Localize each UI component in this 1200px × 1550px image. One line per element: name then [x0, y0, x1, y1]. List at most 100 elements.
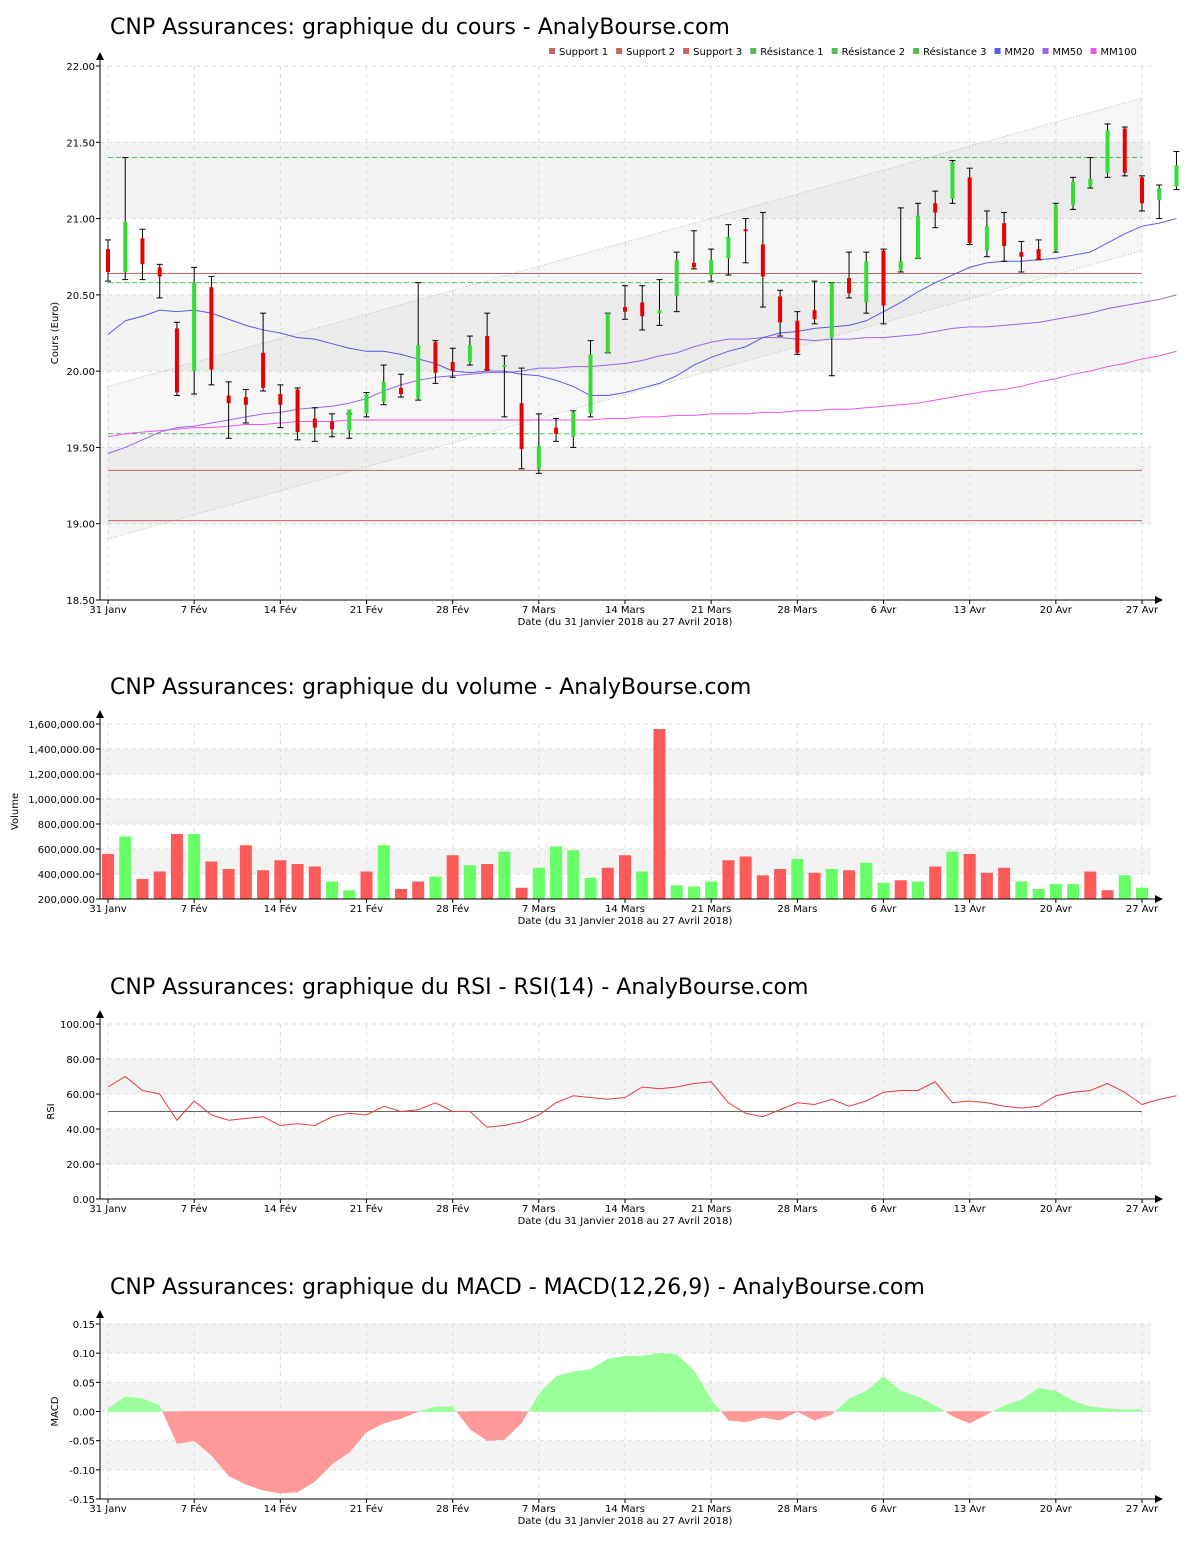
legend-swatch: [616, 48, 623, 54]
x-tick-label: 21 Fév: [350, 1203, 383, 1215]
x-axis-label: Date (du 31 Janvier 2018 au 27 Avril 201…: [518, 916, 733, 927]
volume-bar: [1101, 890, 1114, 899]
x-tick-label: 14 Fév: [264, 1503, 297, 1515]
macd-area-segment: [262, 1411, 281, 1494]
macd-area-segment: [504, 1411, 522, 1441]
candle-body: [709, 259, 714, 276]
volume-bar: [291, 864, 304, 899]
candle: [1121, 126, 1128, 177]
macd-area-segment: [452, 1406, 457, 1412]
x-tick-label: 6 Avr: [871, 605, 898, 616]
volume-bar: [584, 877, 597, 899]
x-tick-label: 27 Avr: [1126, 605, 1159, 616]
volume-bar: [808, 872, 821, 899]
macd-chart: CNP Assurances: graphique du MACD - MACD…: [50, 1275, 1163, 1527]
legend-label: Résistance 2: [842, 46, 905, 58]
x-tick-label: 21 Mars: [691, 1504, 731, 1515]
legend-label: MM100: [1101, 47, 1137, 58]
macd-area-segment: [831, 1411, 835, 1415]
volume-bar: [756, 875, 769, 899]
macd-area-segment: [745, 1411, 764, 1423]
volume-bar: [1084, 871, 1097, 899]
legend-item: Support 1: [549, 47, 608, 58]
x-tick-label: 28 Mars: [777, 605, 817, 616]
candle-body: [898, 261, 903, 271]
legend-label: MM50: [1053, 47, 1083, 58]
y-tick-label: 19.00: [66, 520, 95, 531]
candle: [949, 160, 956, 204]
candle-body: [1053, 204, 1058, 251]
legend-swatch: [750, 48, 757, 54]
x-tick-label: 28 Fév: [436, 903, 469, 915]
x-tick-label: 31 Janv: [89, 1204, 126, 1215]
candle: [656, 279, 663, 326]
volume-bar: [980, 872, 993, 899]
candle-body: [140, 238, 145, 265]
macd-area-segment: [400, 1411, 419, 1419]
candle-body: [1174, 165, 1179, 187]
volume-bar: [705, 881, 718, 899]
x-tick-label: 21 Mars: [691, 904, 731, 915]
macd-area-segment: [1038, 1387, 1057, 1412]
candle-body: [433, 342, 438, 373]
candle: [897, 207, 904, 273]
y-axis-arrow: [96, 1310, 104, 1318]
y-tick-label: 1,400,000.00: [28, 745, 95, 756]
y-tick-label: 80.00: [66, 1055, 95, 1066]
candle: [1104, 123, 1111, 178]
x-tick-label: 14 Mars: [605, 1204, 645, 1215]
volume-bar: [1049, 884, 1062, 899]
legend-swatch: [683, 48, 690, 54]
macd-area-segment: [711, 1399, 722, 1412]
candle-body: [760, 244, 765, 277]
volume-bar: [188, 834, 201, 899]
y-tick-label: 200,000.00: [38, 895, 95, 906]
price-chart-title: CNP Assurances: graphique du cours - Ana…: [110, 15, 730, 40]
candle: [1139, 175, 1145, 212]
x-tick-label: 20 Avr: [1040, 605, 1073, 616]
volume-bar: [825, 869, 838, 899]
volume-bar: [619, 855, 631, 899]
candle-body: [192, 282, 197, 372]
volume-bar: [911, 881, 924, 899]
x-tick-label: 28 Fév: [436, 604, 469, 616]
candle-body: [123, 221, 128, 272]
volume-bar: [239, 845, 252, 899]
macd-area-segment: [721, 1411, 729, 1421]
legend-label: Support 3: [693, 47, 742, 58]
candle: [363, 392, 370, 418]
candle-body: [364, 394, 369, 414]
y-tick-label: 0.10: [73, 1349, 95, 1360]
candle: [1018, 240, 1025, 273]
volume-bar: [1067, 884, 1080, 899]
volume-bar: [222, 869, 235, 899]
candle: [139, 228, 146, 281]
candle: [484, 312, 491, 372]
macd-area-segment: [590, 1358, 609, 1412]
macd-area-segment: [435, 1406, 453, 1412]
mm20-line: [107, 218, 1177, 397]
candle: [260, 312, 267, 392]
candle-body: [381, 381, 386, 402]
candle-body: [571, 412, 576, 437]
candle-body: [1105, 130, 1110, 173]
macd-area-segment: [521, 1411, 529, 1424]
x-axis-label: Date (du 31 Janvier 2018 au 27 Avril 201…: [518, 617, 733, 628]
x-axis-arrow: [1155, 596, 1163, 604]
x-tick-label: 13 Avr: [954, 904, 987, 915]
candle-body: [829, 282, 834, 338]
volume-bar: [377, 845, 390, 899]
legend-item: Résistance 3: [913, 46, 987, 58]
legend-item: MM100: [1090, 47, 1137, 58]
volume-bar: [446, 855, 459, 899]
volume-bar: [774, 869, 787, 899]
x-tick-label: 28 Mars: [777, 1504, 817, 1515]
y-tick-label: -0.05: [69, 1437, 95, 1448]
macd-area-segment: [883, 1375, 901, 1412]
candle: [1001, 211, 1008, 262]
y-tick-label: 21.50: [66, 138, 95, 149]
macd-area-segment: [866, 1375, 884, 1412]
volume-bar: [343, 890, 356, 899]
candle-body: [485, 336, 490, 372]
